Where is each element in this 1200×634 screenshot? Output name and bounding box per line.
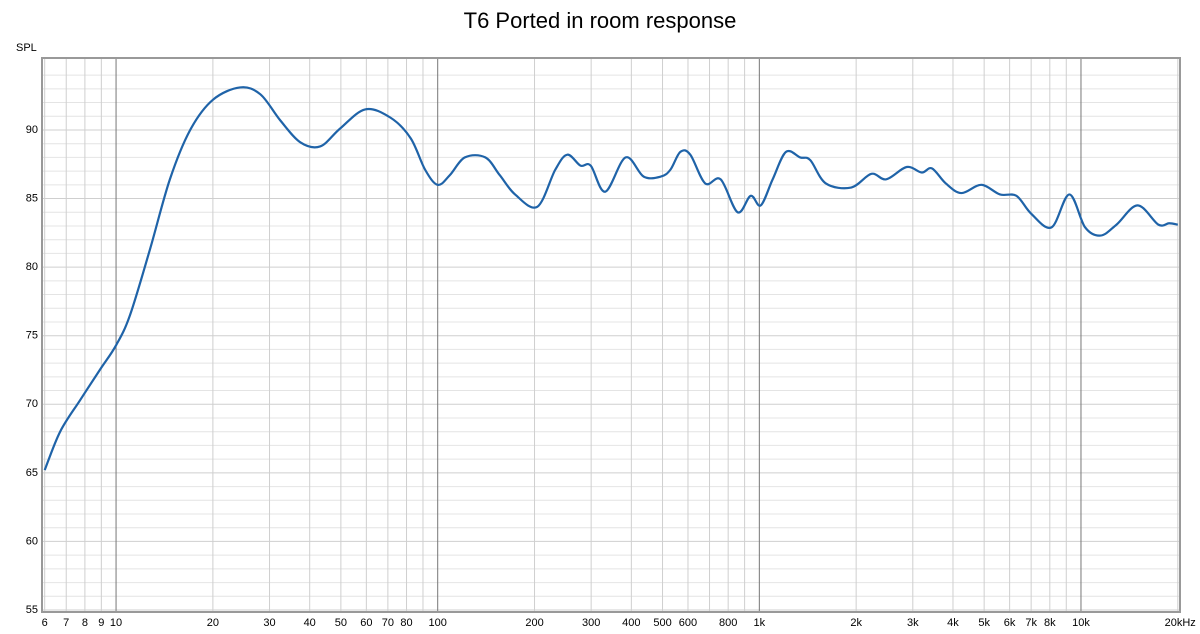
x-tick-label: 7k	[1025, 617, 1037, 629]
x-tick-label: 600	[679, 617, 697, 629]
x-tick-label: 5k	[978, 617, 990, 629]
y-tick-label: 55	[26, 604, 38, 616]
x-tick-label: 6k	[1004, 617, 1016, 629]
y-tick-label: 70	[26, 398, 38, 410]
x-tick-label: 4k	[947, 617, 959, 629]
plot-background	[41, 57, 1181, 613]
x-tick-label: 500	[653, 617, 671, 629]
y-tick-label: 85	[26, 192, 38, 204]
x-tick-label: 6	[42, 617, 48, 629]
y-tick-label: 60	[26, 535, 38, 547]
y-tick-label: 80	[26, 261, 38, 273]
x-tick-label: 800	[719, 617, 737, 629]
x-tick-label: 20	[207, 617, 219, 629]
x-tick-label: 10k	[1072, 617, 1090, 629]
x-tick-label: 20kHz	[1165, 617, 1196, 629]
x-tick-label: 200	[525, 617, 543, 629]
x-tick-label: 7	[63, 617, 69, 629]
x-tick-label: 300	[582, 617, 600, 629]
y-tick-label: 90	[26, 124, 38, 136]
x-tick-label: 70	[382, 617, 394, 629]
chart-title: T6 Ported in room response	[464, 8, 737, 33]
y-tick-label: 75	[26, 330, 38, 342]
x-tick-label: 9	[98, 617, 104, 629]
x-tick-label: 30	[263, 617, 275, 629]
response-curve	[43, 86, 1179, 471]
x-tick-label: 40	[304, 617, 316, 629]
x-tick-label: 100	[429, 617, 447, 629]
x-tick-label: 400	[622, 617, 640, 629]
x-tick-label: 50	[335, 617, 347, 629]
y-axis-label: SPL	[16, 42, 37, 54]
x-tick-label: 10	[110, 617, 122, 629]
y-tick-label: 65	[26, 467, 38, 479]
x-tick-label: 8	[82, 617, 88, 629]
x-tick-label: 60	[360, 617, 372, 629]
x-tick-label: 3k	[907, 617, 919, 629]
x-tick-label: 2k	[850, 617, 862, 629]
x-tick-label: 8k	[1044, 617, 1056, 629]
x-tick-label: 1k	[754, 617, 766, 629]
x-tick-label: 80	[400, 617, 412, 629]
